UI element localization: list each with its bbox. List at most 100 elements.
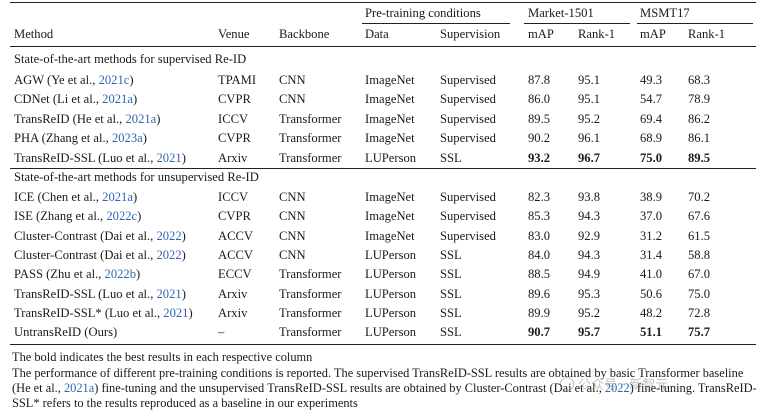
- backbone-cell: CNN: [279, 73, 306, 87]
- citation-link[interactable]: (Luo et al., 2021): [98, 286, 186, 301]
- market-map-cell: 84.0: [528, 247, 551, 262]
- msmt-map-cell: 48.2: [640, 305, 663, 320]
- citation-link[interactable]: (Dai et al., 2022): [100, 228, 186, 243]
- method-cell: UntransReID (Ours): [14, 325, 117, 340]
- watermark-text: 公众号 · 新智元: [578, 378, 669, 393]
- msmt-map-cell: 38.9: [640, 190, 663, 204]
- supervision-cell: SSL: [440, 286, 462, 301]
- footnote-description-line3: SSL* refers to the results reproduced as…: [12, 396, 358, 410]
- backbone-cell: Transformer: [279, 267, 342, 282]
- section-supervised-title: State-of-the-art methods for supervised …: [14, 52, 247, 66]
- market-map-cell: 90.2: [528, 131, 551, 146]
- citation-link[interactable]: 2021a: [63, 381, 95, 395]
- citation-link[interactable]: (Luo et al., 2021): [104, 305, 193, 320]
- watermark: 公众号 · 新智元: [560, 374, 668, 393]
- method-cell: Cluster-Contrast (Dai et al., 2022): [14, 248, 186, 263]
- wechat-logo-icon: [560, 377, 574, 391]
- venue-cell: ACCV: [218, 228, 253, 243]
- method-cell: AGW (Ye et al., 2021c): [14, 73, 134, 88]
- header-backbone: Backbone: [279, 27, 330, 41]
- method-name: AGW: [14, 73, 44, 87]
- supervision-cell: Supervised: [440, 228, 496, 243]
- market-map-cell: 89.6: [528, 286, 551, 301]
- msmt-underline: [637, 23, 753, 24]
- market-map-cell: 87.8: [528, 73, 551, 87]
- data-cell: LUPerson: [365, 286, 417, 301]
- supervision-cell: SSL: [440, 305, 462, 320]
- data-cell: ImageNet: [365, 111, 415, 126]
- backbone-cell: Transformer: [279, 305, 342, 320]
- method-name: Cluster-Contrast: [14, 228, 97, 243]
- msmt-rank1-cell: 67.0: [688, 267, 711, 282]
- citation-link[interactable]: (Li et al., 2021a): [52, 92, 138, 107]
- footnote-description-line2: (He et al., 2021a) fine-tuning and the u…: [12, 381, 757, 396]
- venue-cell: TPAMI: [218, 73, 257, 87]
- header-market-group: Market-1501: [528, 6, 594, 20]
- venue-cell: ECCV: [218, 267, 252, 282]
- supervision-cell: Supervised: [440, 73, 496, 87]
- footnote-text: ) fine-tuning and the unsupervised Trans…: [94, 381, 605, 395]
- msmt-map-cell: 31.2: [640, 228, 663, 243]
- market-rank1-cell: 94.3: [578, 209, 601, 224]
- msmt-map-cell: 69.4: [640, 111, 663, 126]
- method-cell: TransReID-SSL* (Luo et al., 2021): [14, 306, 193, 321]
- citation-link[interactable]: (Dai et al., 2022): [100, 247, 186, 262]
- market-rank1-cell: 94.3: [578, 247, 601, 262]
- citation-link[interactable]: (Zhang et al., 2023a): [41, 131, 147, 146]
- method-name: ISE: [14, 209, 33, 224]
- backbone-cell: CNN: [279, 228, 306, 243]
- data-cell: ImageNet: [365, 190, 415, 204]
- citation-link[interactable]: (Chen et al., 2021a): [37, 190, 138, 204]
- msmt-map-cell: 54.7: [640, 92, 663, 107]
- header-market-map: mAP: [528, 27, 554, 41]
- backbone-cell: CNN: [279, 209, 306, 224]
- method-cell: Cluster-Contrast (Dai et al., 2022): [14, 229, 186, 244]
- market-map-cell: 83.0: [528, 228, 551, 243]
- msmt-rank1-cell: 68.3: [688, 73, 711, 87]
- venue-cell: Arxiv: [218, 150, 248, 165]
- msmt-map-cell: 68.9: [640, 131, 663, 146]
- supervision-cell: Supervised: [440, 131, 496, 146]
- method-name: Cluster-Contrast: [14, 247, 97, 262]
- data-cell: LUPerson: [365, 267, 417, 282]
- market-rank1-cell: 96.7: [578, 150, 601, 165]
- method-name: TransReID-SSL: [14, 150, 95, 165]
- market-rank1-cell: 95.1: [578, 92, 601, 107]
- footnote-text: ) fine-tuning. TransReID-: [629, 381, 757, 395]
- backbone-cell: Transformer: [279, 131, 342, 146]
- supervision-cell: SSL: [440, 150, 462, 165]
- method-cell: ICE (Chen et al., 2021a): [14, 190, 137, 205]
- method-cell: ISE (Zhang et al., 2022c): [14, 209, 141, 224]
- market-rank1-cell: 92.9: [578, 228, 601, 243]
- citation-link[interactable]: 2022: [604, 381, 630, 395]
- backbone-cell: CNN: [279, 190, 306, 204]
- citation-link[interactable]: (Luo et al., 2021): [98, 150, 186, 165]
- venue-cell: Arxiv: [218, 305, 248, 320]
- supervision-cell: SSL: [440, 267, 462, 282]
- citation-link[interactable]: (Ye et al., 2021c): [47, 73, 134, 87]
- header-msmt-map: mAP: [640, 27, 666, 41]
- method-cell: TransReID-SSL (Luo et al., 2021): [14, 287, 186, 302]
- data-cell: ImageNet: [365, 228, 415, 243]
- header-method: Method: [14, 27, 54, 41]
- msmt-map-cell: 31.4: [640, 247, 663, 262]
- citation-link[interactable]: (Zhu et al., 2022b): [46, 267, 141, 282]
- backbone-cell: Transformer: [279, 286, 342, 301]
- backbone-cell: CNN: [279, 247, 306, 262]
- header-msmt-group: MSMT17: [640, 6, 690, 20]
- header-supervision: Supervision: [440, 27, 501, 41]
- method-cell: TransReID (He et al., 2021a): [14, 112, 160, 127]
- pretraining-underline: [362, 23, 510, 24]
- header-rule: [10, 46, 756, 47]
- venue-cell: –: [218, 325, 225, 340]
- method-cell: PASS (Zhu et al., 2022b): [14, 267, 140, 282]
- market-map-cell: 88.5: [528, 267, 551, 282]
- data-cell: ImageNet: [365, 209, 415, 224]
- citation-link[interactable]: (Zhang et al., 2022c): [36, 209, 142, 224]
- citation-link[interactable]: (He et al., 2021a): [72, 111, 161, 126]
- market-map-cell: 85.3: [528, 209, 551, 224]
- data-cell: LUPerson: [365, 247, 417, 262]
- venue-cell: CVPR: [218, 92, 251, 107]
- msmt-rank1-cell: 86.1: [688, 131, 711, 146]
